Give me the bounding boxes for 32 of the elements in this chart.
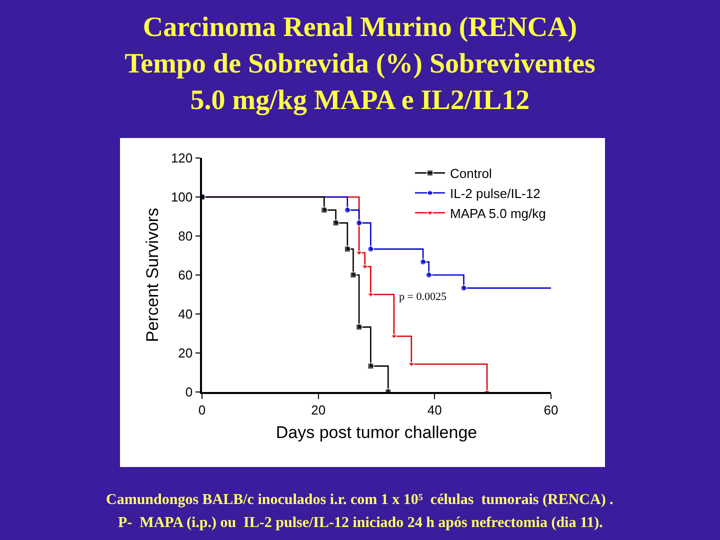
legend-label: MAPA 5.0 mg/kg: [450, 206, 546, 221]
point: [350, 272, 357, 278]
legend-label: IL-2 pulse/IL-12: [450, 186, 540, 201]
text: P- MAPA (i.p.) ou IL-2 pulse/IL-12 iniciado 24 h após nefrectomia (dia 11).: [118, 515, 604, 531]
y-tick-label: 80: [178, 228, 193, 244]
y-tick-label: 60: [178, 268, 193, 283]
point: [332, 219, 340, 226]
text: Camundongos BALB/c inoculados i.r. com 1 x 10⁵ células tumorais (RENCA) .: [106, 492, 614, 508]
y-tick-label: 40: [178, 306, 193, 322]
annotation: p = 0.0025: [399, 291, 447, 303]
y-tick-label: 100: [170, 190, 193, 205]
y-tick-label: 0: [185, 384, 193, 400]
x-tick-label: 40: [427, 402, 442, 418]
point: [367, 362, 374, 370]
x-tick-label: 0: [198, 402, 206, 418]
y-axis-title: Percent Survivors: [142, 208, 162, 342]
point: [420, 258, 427, 266]
point: [356, 324, 363, 331]
y-tick-label: 20: [178, 346, 193, 361]
chart-title: Carcinoma Renal Murino (RENCA) Tempo de Sobrevida (%) Sobreviventes 5.0 mg/kg MAPA e IL2/IL12: [124, 12, 596, 116]
x-axis-title: Days post tumor challenge: [276, 423, 478, 442]
point: [356, 219, 363, 226]
x-tick-label: 60: [544, 402, 558, 418]
point: [367, 246, 374, 253]
y-tick-label: 120: [170, 150, 193, 166]
point: [344, 246, 351, 253]
point: [320, 206, 328, 214]
point: [344, 206, 351, 214]
point: [425, 272, 432, 278]
legend-label: Control: [450, 166, 492, 182]
x-tick-label: 20: [311, 402, 326, 418]
point: [460, 284, 468, 292]
